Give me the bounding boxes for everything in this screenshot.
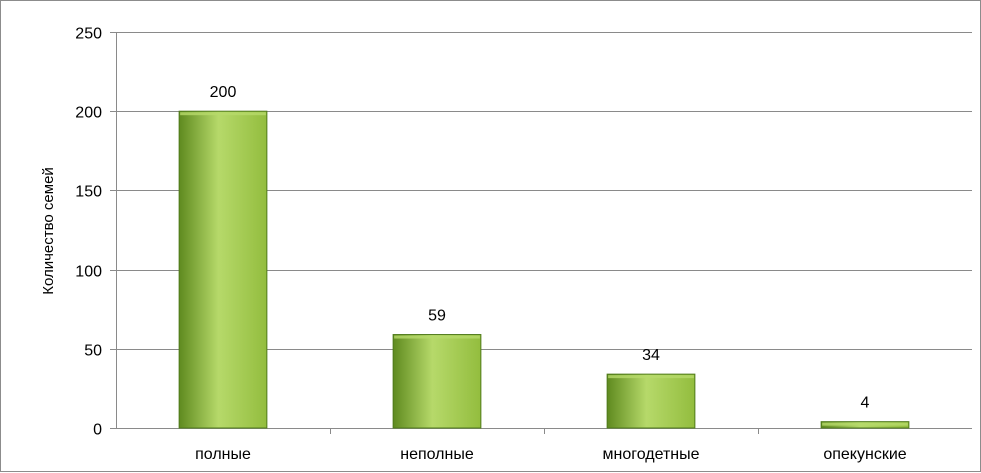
bar-1 — [178, 110, 268, 429]
x-tick-label-3: многодетные — [602, 446, 699, 463]
data-label-2: 59 — [428, 308, 446, 325]
data-label-4: 4 — [861, 395, 870, 412]
bar-4-highlight — [822, 422, 908, 426]
x-tick-label-1: полные — [195, 446, 251, 463]
y-tick-label: 250 — [75, 26, 102, 43]
bar-2 — [392, 334, 482, 429]
x-tick-label-2: неполные — [400, 446, 474, 463]
y-tick-label: 0 — [93, 422, 102, 439]
x-tick-label-4: опекунские — [823, 446, 906, 463]
y-tick-label: 150 — [75, 184, 102, 201]
bar-3-highlight — [608, 375, 694, 379]
bar-3 — [606, 373, 696, 429]
y-tick-label: 50 — [84, 343, 102, 360]
bar-2-highlight — [394, 335, 480, 339]
bar-1-highlight — [180, 112, 266, 116]
labels: 200 полные 59 неполные 34 многодетные 4 опекунс… — [195, 84, 907, 463]
y-axis-title: Количество семей — [40, 167, 57, 295]
bars — [178, 110, 910, 429]
y-tick-label: 200 — [75, 105, 102, 122]
y-tick-label: 100 — [75, 264, 102, 281]
data-label-3: 34 — [642, 347, 660, 364]
data-label-1: 200 — [210, 84, 237, 101]
